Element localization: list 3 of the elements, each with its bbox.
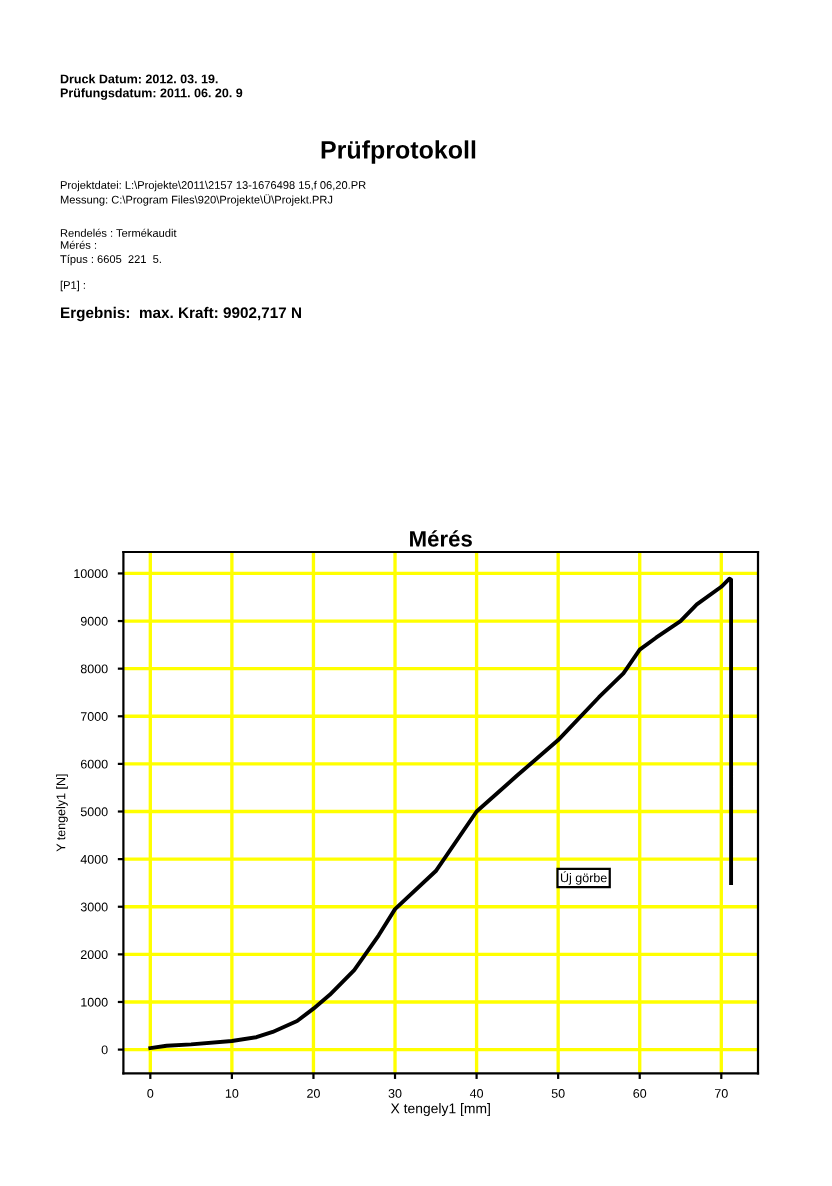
line-series (148, 576, 734, 1051)
chart-title: Mérés (410, 530, 472, 547)
text: Prüfprotokoll (321, 140, 476, 164)
